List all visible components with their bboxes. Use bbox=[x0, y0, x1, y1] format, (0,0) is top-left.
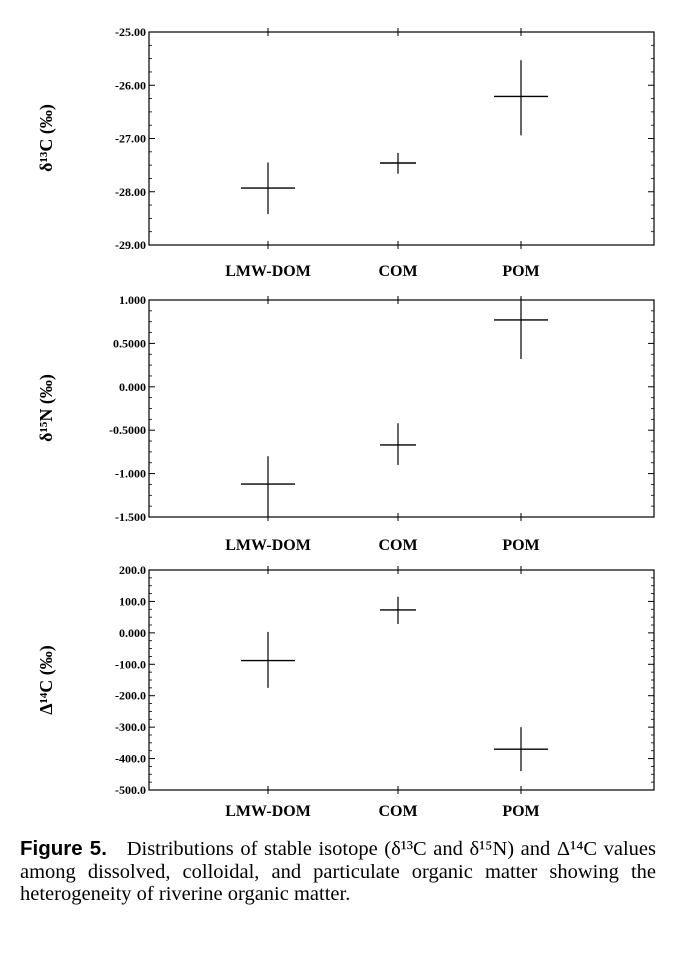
y-tick-label: -27.00 bbox=[115, 132, 146, 146]
y-tick-label: -500.0 bbox=[115, 783, 146, 797]
y-axis-label: Δ¹⁴C (‰) bbox=[36, 645, 57, 715]
category-label: POM bbox=[502, 803, 539, 820]
plot-frame bbox=[148, 299, 655, 518]
y-tick-label: -1.500 bbox=[115, 510, 146, 524]
plot-frame bbox=[148, 31, 655, 246]
category-label: LMW-DOM bbox=[225, 537, 311, 554]
y-tick-label: -26.00 bbox=[115, 78, 146, 92]
y-tick-label: -400.0 bbox=[115, 752, 146, 766]
y-tick-label: 200.0 bbox=[119, 563, 146, 577]
category-label: COM bbox=[378, 537, 417, 554]
y-tick-label: -28.00 bbox=[115, 185, 146, 199]
y-tick-label: 100.0 bbox=[119, 594, 146, 608]
y-tick-label: 0.000 bbox=[119, 380, 146, 394]
category-label: LMW-DOM bbox=[225, 803, 311, 820]
y-tick-label: 0.000 bbox=[119, 626, 146, 640]
y-tick-label: -1.000 bbox=[115, 467, 146, 481]
y-tick-label: -200.0 bbox=[115, 689, 146, 703]
caption-label: Figure 5. bbox=[20, 837, 107, 860]
y-axis-label: δ¹⁵N (‰) bbox=[36, 374, 57, 442]
category-label: COM bbox=[378, 803, 417, 820]
figure-panels: -29.00 -28.00 -27.00 -26.00 -25.00 LMW-DOM COM… bbox=[36, 25, 655, 820]
caption-text: Distributions of stable isotope (δ¹³C an… bbox=[20, 838, 656, 905]
category-label: COM bbox=[378, 263, 417, 280]
category-label: POM bbox=[502, 537, 539, 554]
category-label: POM bbox=[502, 263, 539, 280]
y-tick-label: -29.00 bbox=[115, 238, 146, 252]
y-tick-label: -100.0 bbox=[115, 657, 146, 671]
y-axis-label: δ¹³C (‰) bbox=[36, 104, 57, 172]
y-tick-label: -300.0 bbox=[115, 720, 146, 734]
y-tick-label: 1.000 bbox=[119, 293, 146, 307]
category-label: LMW-DOM bbox=[225, 263, 311, 280]
y-tick-label: 0.5000 bbox=[113, 336, 146, 350]
plot-frame bbox=[148, 569, 655, 791]
y-tick-label: -25.00 bbox=[115, 25, 146, 39]
figure-caption: Figure 5. Distributions of stable isotop… bbox=[20, 837, 656, 906]
y-tick-label: -0.5000 bbox=[109, 423, 146, 437]
